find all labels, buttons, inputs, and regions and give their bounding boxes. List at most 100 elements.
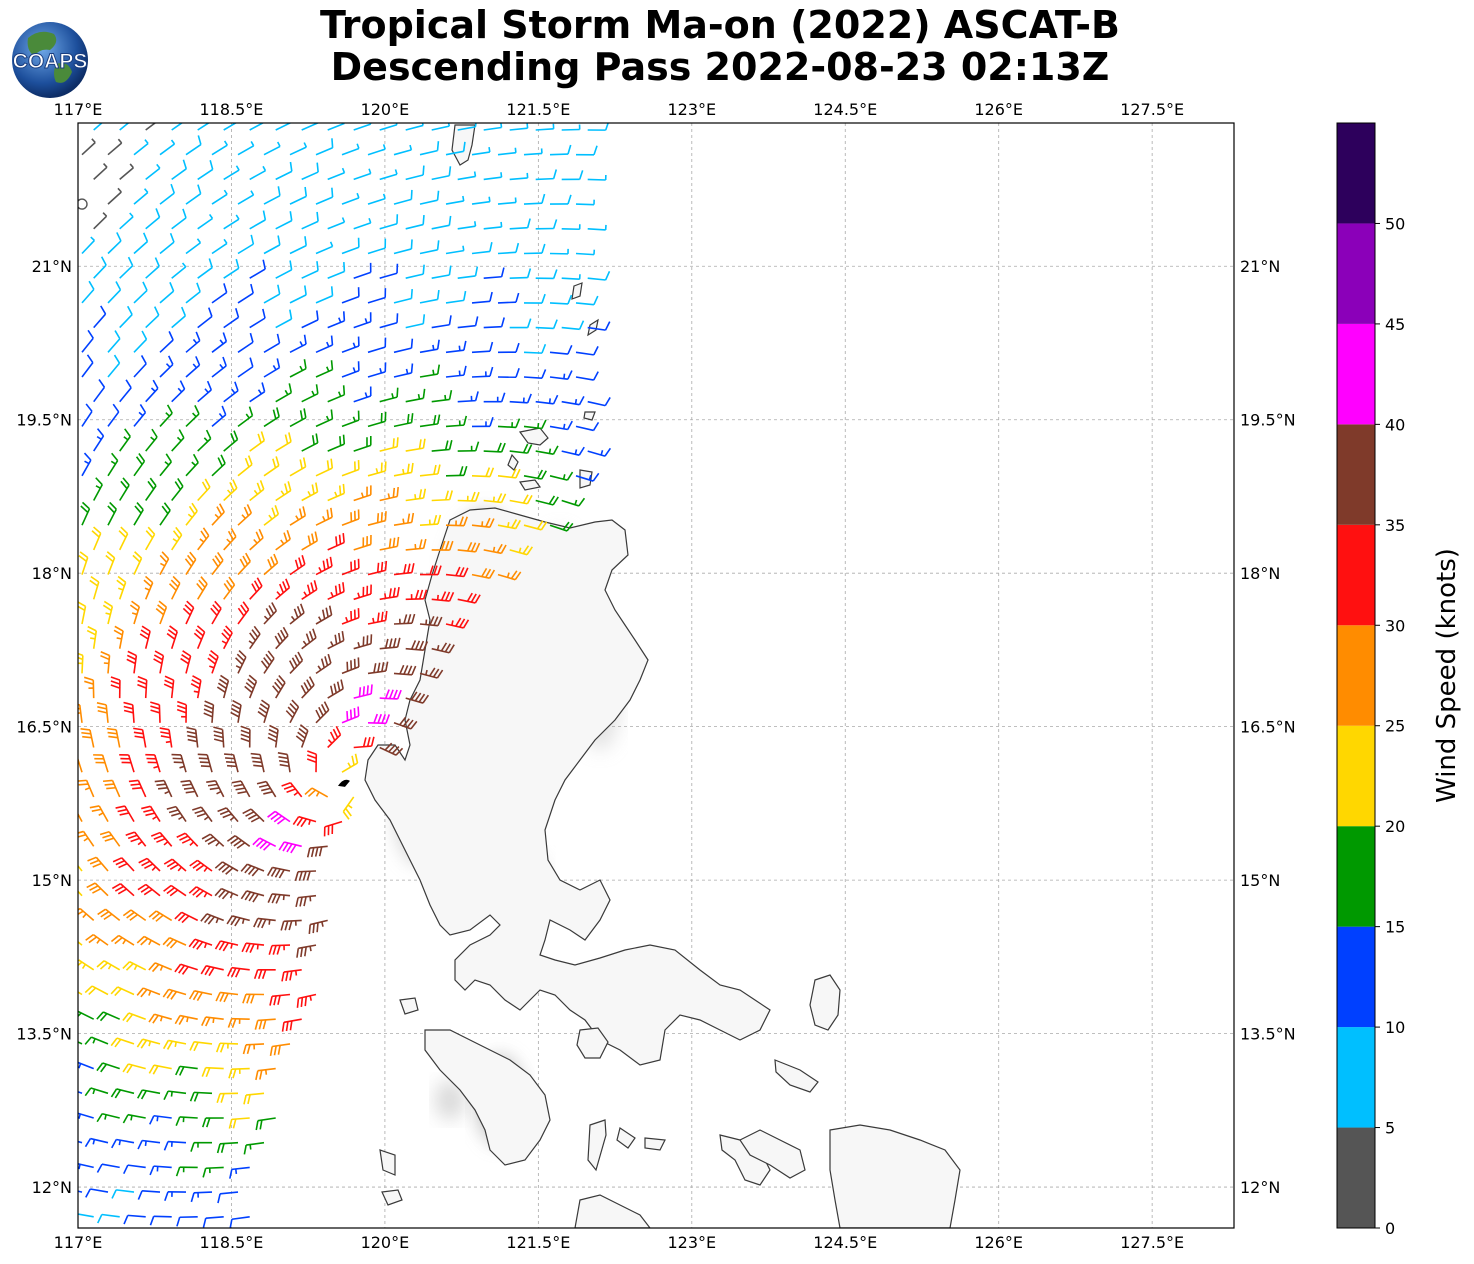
wind-barb (159, 404, 173, 427)
barb-full (155, 208, 161, 218)
barb-shaft (561, 450, 580, 456)
barb-full (299, 897, 303, 907)
barb-full (230, 711, 240, 718)
barb-shaft (185, 364, 201, 378)
barb-full (80, 505, 89, 514)
wind-barb (123, 1214, 146, 1225)
barb-full (205, 429, 212, 439)
barb-shaft (237, 366, 254, 378)
barb-shaft (301, 220, 319, 230)
barb-full (230, 707, 241, 714)
wind-barb (80, 728, 95, 748)
wind-barb (275, 211, 293, 230)
barb-shaft (445, 349, 464, 354)
barb-full (250, 994, 255, 1004)
wind-barb (111, 1138, 135, 1149)
barb-full (219, 678, 228, 686)
barb-shaft (145, 883, 161, 897)
barb-shaft (483, 275, 502, 279)
barb-shaft (523, 475, 542, 480)
barb-full (410, 413, 414, 423)
barb-full (207, 838, 217, 845)
barb-full (192, 862, 202, 869)
barb-half (223, 238, 228, 244)
wind-barb (137, 1189, 161, 1200)
wind-barb (281, 969, 302, 982)
wind-barb (419, 141, 440, 156)
barb-shaft (523, 524, 542, 531)
barb-shaft (301, 491, 318, 502)
barb-shaft (91, 985, 109, 996)
wind-barb (150, 831, 173, 847)
colorbar-bin-1 (1337, 1027, 1375, 1128)
barb-full (552, 319, 558, 329)
barb-shaft (159, 339, 174, 353)
barb-full (295, 735, 305, 743)
barb-shaft (497, 425, 517, 429)
barb-shaft (117, 986, 135, 996)
barb-full (163, 1141, 169, 1151)
barb-shaft (431, 398, 450, 403)
wind-barb (249, 165, 267, 181)
barb-shaft (197, 486, 211, 502)
barb-full (294, 871, 299, 882)
barb-shaft (185, 193, 202, 205)
barb-full (204, 836, 214, 843)
barb-half (165, 412, 171, 417)
barb-shaft (297, 870, 317, 873)
barb-full (276, 407, 280, 417)
barb-shaft (497, 524, 516, 530)
wind-barb (263, 141, 281, 156)
barb-full (432, 668, 440, 678)
barb-shaft (107, 508, 118, 526)
barb-full (217, 682, 227, 690)
storm-center-icon (337, 779, 350, 787)
barb-full (384, 560, 388, 571)
barb-full (341, 631, 345, 641)
barb-full (349, 709, 353, 720)
barb-full (274, 505, 280, 515)
barb-full (195, 890, 204, 898)
coastline-21 (379, 1149, 396, 1176)
barb-shaft (483, 549, 502, 555)
barb-full (223, 283, 228, 293)
barb-half (117, 187, 122, 193)
barb-shaft (327, 221, 345, 230)
barb-full (125, 831, 135, 836)
barb-full (131, 600, 140, 608)
barb-shaft (367, 197, 386, 205)
barb-shaft (289, 612, 305, 625)
wind-barb (78, 1041, 83, 1045)
barb-shaft (170, 631, 178, 649)
barb-full (169, 232, 175, 243)
wind-barb (471, 467, 495, 478)
barb-full (526, 495, 533, 505)
barb-shaft (549, 425, 568, 431)
lon-label-top-1: 118.5°E (199, 100, 263, 119)
barb-shaft (129, 961, 147, 971)
barb-shaft (327, 123, 345, 131)
wind-barb (367, 713, 391, 725)
barb-full (246, 1044, 251, 1054)
wind-barb (145, 306, 160, 329)
barb-full (258, 784, 269, 788)
barb-half (138, 411, 144, 417)
barb-shaft (163, 780, 173, 798)
barb-full (330, 409, 334, 420)
wind-barb (575, 249, 596, 256)
barb-shaft (289, 466, 306, 477)
barb-full (448, 592, 455, 602)
barb-shaft (315, 516, 333, 526)
barb-full (269, 724, 279, 731)
barb-full (136, 1038, 144, 1048)
wind-barb (294, 870, 317, 882)
barb-full (114, 1089, 122, 1099)
coastline-6 (576, 1027, 609, 1059)
wind-barb (353, 168, 372, 181)
wind-barb (166, 805, 187, 823)
barb-shaft (171, 217, 187, 230)
barb-full (126, 911, 135, 919)
barb-full (526, 546, 533, 556)
wind-barb (197, 429, 212, 452)
wind-barb (301, 628, 317, 650)
